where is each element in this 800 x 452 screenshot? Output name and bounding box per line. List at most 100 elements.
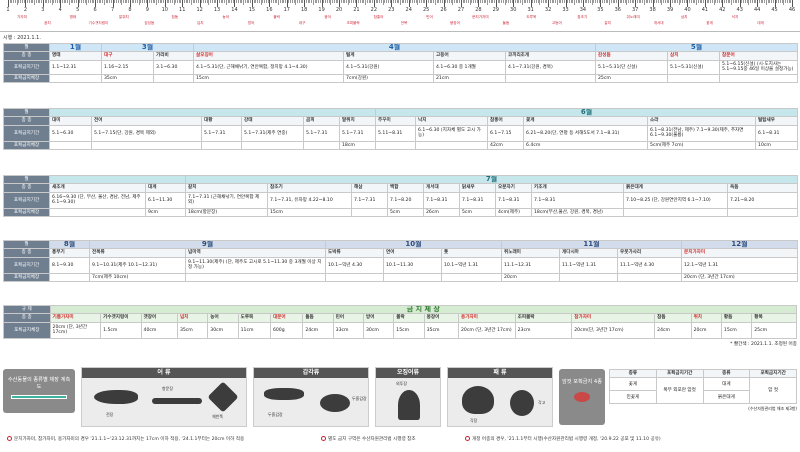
ruler-minor-tick (272, 0, 274, 3)
category-fish: 어 류 전장 항문장 체반폭 (81, 367, 247, 427)
ruler-minor-tick (701, 0, 703, 3)
ruler-minor-tick (419, 0, 421, 3)
ruler-minor-tick (666, 0, 668, 3)
ruler-minor-tick (314, 0, 316, 3)
ruler-minor-tick (398, 0, 400, 3)
lobster-silhouette-icon (264, 388, 304, 400)
ruler-number: 22 (370, 7, 378, 13)
ruler-minor-tick (487, 0, 489, 5)
ruler-minor-tick (323, 0, 325, 3)
ban-length: 18cm(항문장) (185, 207, 268, 218)
shell-label: 각고 (538, 400, 546, 405)
row-label-period: 포획금지기간 (3, 256, 50, 274)
female-crab-ban-title: 암컷 포획금지 4종 (559, 369, 605, 425)
ruler-minor-tick (9, 0, 11, 3)
ruler-minor-tick (659, 0, 661, 3)
ruler-minor-tick (340, 0, 342, 3)
ruler-minor-tick (438, 0, 440, 3)
ruler-minor-tick (567, 0, 569, 3)
ruler-minor-tick (96, 0, 98, 3)
min-length: 15cm (393, 321, 425, 339)
ban-period: 5.1~6.15(신설) (시·도지사는 5.1~9.15중 46일 이상을 설… (719, 59, 798, 75)
ruler-number: 38 (649, 7, 656, 13)
ban-length (505, 73, 596, 84)
ruler-minor-tick (647, 0, 649, 3)
ruler-minor-tick (450, 0, 452, 3)
species-name: 넙치 (176, 313, 209, 323)
ruler-minor-tick (124, 0, 126, 3)
month-label: 6월 (375, 107, 799, 118)
ruler-minor-tick (131, 0, 133, 3)
ruler-minor-tick (215, 0, 217, 3)
ruler-minor-tick (68, 0, 70, 5)
ban-length (49, 73, 102, 84)
ruler-minor-tick (535, 0, 537, 3)
ruler-minor-tick (591, 0, 593, 5)
ban-length: 5cm(제주 7cm) (647, 140, 757, 151)
ruler-minor-tick (333, 0, 335, 3)
ruler-number: 17 (283, 7, 290, 13)
ruler-minor-tick (231, 0, 232, 3)
ruler-species-label: 문치가자미 (472, 15, 489, 19)
ruler-minor-tick (380, 0, 382, 3)
ruler-minor-tick (772, 0, 774, 3)
ruler-minor-tick (107, 0, 109, 3)
ban-period: 7.1~7.31 (351, 191, 388, 209)
ruler-minor-tick (447, 0, 449, 3)
ruler-minor-tick (710, 0, 712, 3)
ruler-minor-tick (509, 0, 511, 3)
min-length: 11cm (237, 321, 271, 339)
ruler-tick (25, 0, 27, 7)
ruler-minor-tick (459, 0, 461, 3)
category-shellfish: 패 류 각장 각고 (447, 367, 553, 427)
ruler-minor-tick (237, 0, 239, 3)
ruler-minor-tick (636, 0, 638, 3)
ruler-number: 39 (666, 7, 674, 13)
ruler-minor-tick (300, 0, 302, 3)
ruler-minor-tick (520, 0, 522, 3)
ruler-tick (251, 0, 253, 7)
ruler-tick (670, 0, 672, 7)
ruler-minor-tick (778, 0, 780, 3)
species-name: 붉은대게 (623, 183, 728, 193)
table-cell: 민꽃게 (609, 390, 657, 405)
row-label-month: 월 (3, 42, 50, 53)
ruler-minor-tick (241, 0, 243, 3)
ruler-minor-tick (753, 0, 755, 3)
ruler-minor-tick (16, 0, 18, 5)
ruler-minor-tick (603, 0, 605, 3)
ruler-minor-tick (298, 0, 300, 3)
ruler-number: 37 (632, 7, 639, 13)
ruler-number: 28 (475, 7, 482, 13)
ruler-minor-tick (481, 0, 483, 3)
ruler-species-label: 고등어 (551, 21, 562, 25)
ban-period: 11.1~익년 1.31 (559, 256, 618, 274)
ruler-minor-tick (776, 0, 778, 3)
ruler-minor-tick (271, 0, 273, 3)
ban-length: 20cm (단, 3년간 17cm) (681, 272, 798, 283)
ban-period: 1.16~2.15 (101, 59, 154, 75)
min-length-section: 규 제 금 지 체 장 종 종 기름가자미 기수갯지렁이 갯장어 넙치 농어 도… (3, 304, 798, 347)
ruler-tick (774, 0, 776, 7)
ban-length: 5cm (387, 207, 424, 218)
ruler-minor-tick (114, 0, 116, 3)
ruler-species-label: 전복 (400, 21, 408, 25)
ruler-minor-tick (276, 0, 278, 3)
ruler-species-label: 돌돔 (502, 21, 510, 25)
ban-period: 10.1~익년 1.31 (441, 256, 502, 274)
ruler-number: 8 (128, 7, 132, 13)
ban-period: 7.1~8.31 (423, 191, 460, 209)
ruler-minor-tick (664, 0, 666, 3)
ban-period: 5.1~6.30 (49, 124, 92, 142)
ruler-minor-tick (344, 0, 346, 3)
ruler-minor-tick (335, 0, 337, 3)
ruler-minor-tick (532, 0, 534, 3)
species-name: 닭새우 (459, 183, 496, 193)
ruler-minor-tick (675, 0, 677, 3)
ban-period: 4.1~5.31(강원) (343, 59, 434, 75)
ruler-minor-tick (281, 0, 283, 3)
ruler-number: 9 (145, 7, 149, 13)
ruler-minor-tick (555, 0, 557, 3)
ruler-number: 24 (405, 7, 412, 13)
ruler-minor-tick (455, 0, 457, 3)
